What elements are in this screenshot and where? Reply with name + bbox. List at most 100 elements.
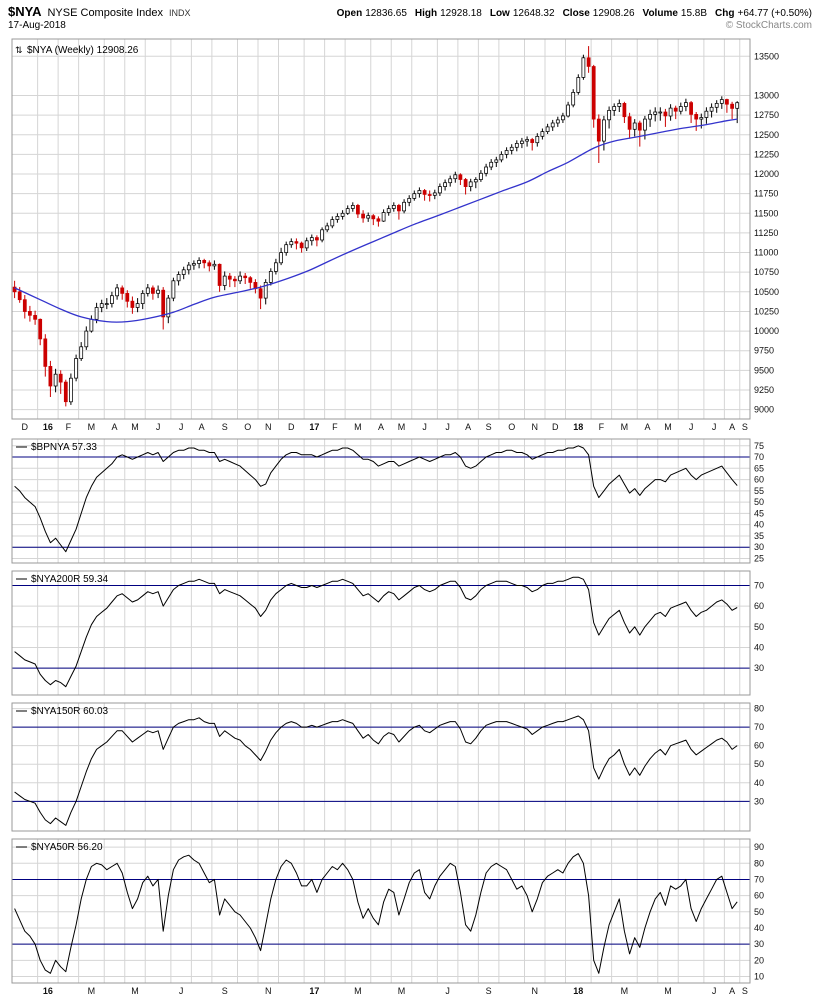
svg-text:F: F bbox=[66, 422, 72, 432]
header-date-row: 17-Aug-2018 © StockCharts.com bbox=[8, 20, 812, 31]
svg-text:J: J bbox=[156, 422, 161, 432]
svg-text:M: M bbox=[398, 986, 406, 996]
svg-text:D: D bbox=[288, 422, 295, 432]
svg-text:F: F bbox=[599, 422, 605, 432]
svg-text:M: M bbox=[131, 986, 139, 996]
svg-text:M: M bbox=[354, 422, 362, 432]
svg-text:12750: 12750 bbox=[754, 110, 779, 120]
svg-text:M: M bbox=[131, 422, 139, 432]
svg-text:A: A bbox=[644, 422, 650, 432]
svg-text:65: 65 bbox=[754, 463, 764, 473]
svg-text:M: M bbox=[621, 986, 629, 996]
svg-text:S: S bbox=[742, 986, 748, 996]
svg-text:16: 16 bbox=[43, 422, 53, 432]
svg-text:D: D bbox=[22, 422, 29, 432]
svg-text:A: A bbox=[729, 986, 735, 996]
quote-value: +64.77 (+0.50%) bbox=[737, 8, 813, 19]
svg-text:70: 70 bbox=[754, 452, 764, 462]
quote-label: Open bbox=[336, 8, 363, 19]
legend-label: $NYA (Weekly) 12908.26 bbox=[27, 45, 139, 56]
legend-label: $NYA200R 59.34 bbox=[31, 574, 109, 585]
svg-text:M: M bbox=[354, 986, 362, 996]
svg-text:18: 18 bbox=[573, 986, 583, 996]
svg-text:17: 17 bbox=[309, 422, 319, 432]
svg-text:35: 35 bbox=[754, 531, 764, 541]
svg-text:80: 80 bbox=[754, 704, 764, 714]
legend-label: $NYA50R 56.20 bbox=[31, 842, 103, 853]
svg-text:12000: 12000 bbox=[754, 169, 779, 179]
svg-text:J: J bbox=[445, 422, 450, 432]
svg-text:50: 50 bbox=[754, 622, 764, 632]
index-name: NYSE Composite Index bbox=[47, 7, 164, 19]
svg-text:70: 70 bbox=[754, 874, 764, 884]
svg-text:M: M bbox=[88, 986, 96, 996]
svg-text:30: 30 bbox=[754, 939, 764, 949]
symbol: $NYA bbox=[8, 4, 42, 19]
svg-text:12500: 12500 bbox=[754, 130, 779, 140]
svg-text:40: 40 bbox=[754, 520, 764, 530]
quote-value: 12648.32 bbox=[512, 8, 555, 19]
svg-text:70: 70 bbox=[754, 580, 764, 590]
svg-text:60: 60 bbox=[754, 475, 764, 485]
indicator-line bbox=[14, 445, 738, 553]
svg-text:30: 30 bbox=[754, 796, 764, 806]
svg-text:M: M bbox=[621, 422, 629, 432]
exchange-label: INDX bbox=[169, 8, 191, 18]
svg-text:S: S bbox=[222, 986, 228, 996]
svg-text:J: J bbox=[445, 986, 450, 996]
svg-text:20: 20 bbox=[754, 955, 764, 965]
svg-text:A: A bbox=[378, 422, 384, 432]
svg-text:J: J bbox=[179, 986, 184, 996]
indicator-line bbox=[14, 576, 738, 688]
quote-label: Close bbox=[562, 8, 590, 19]
svg-text:D: D bbox=[552, 422, 559, 432]
svg-text:9500: 9500 bbox=[754, 365, 774, 375]
svg-text:40: 40 bbox=[754, 778, 764, 788]
svg-text:75: 75 bbox=[754, 441, 764, 451]
svg-text:S: S bbox=[742, 422, 748, 432]
svg-text:J: J bbox=[422, 422, 427, 432]
svg-text:18: 18 bbox=[573, 422, 583, 432]
svg-text:M: M bbox=[88, 422, 96, 432]
svg-text:17: 17 bbox=[309, 986, 319, 996]
svg-text:50: 50 bbox=[754, 907, 764, 917]
svg-text:J: J bbox=[712, 986, 717, 996]
svg-text:N: N bbox=[265, 986, 272, 996]
svg-text:10: 10 bbox=[754, 972, 764, 982]
svg-text:O: O bbox=[244, 422, 251, 432]
svg-text:60: 60 bbox=[754, 741, 764, 751]
indicator-line bbox=[14, 853, 738, 974]
svg-text:S: S bbox=[486, 422, 492, 432]
svg-text:10000: 10000 bbox=[754, 326, 779, 336]
svg-text:11500: 11500 bbox=[754, 208, 778, 218]
svg-text:30: 30 bbox=[754, 542, 764, 552]
svg-text:J: J bbox=[689, 422, 694, 432]
svg-text:80: 80 bbox=[754, 858, 764, 868]
header-title-row: $NYA NYSE Composite Index INDX Open 12836… bbox=[8, 4, 812, 19]
svg-text:N: N bbox=[532, 986, 539, 996]
svg-text:90: 90 bbox=[754, 842, 764, 852]
svg-text:11750: 11750 bbox=[754, 189, 778, 199]
quote-value: 12908.26 bbox=[592, 8, 635, 19]
svg-text:A: A bbox=[199, 422, 205, 432]
svg-text:9750: 9750 bbox=[754, 346, 774, 356]
svg-text:10750: 10750 bbox=[754, 267, 779, 277]
chart-date: 17-Aug-2018 bbox=[8, 20, 66, 31]
svg-text:40: 40 bbox=[754, 923, 764, 933]
legend-label: $NYA150R 60.03 bbox=[31, 706, 109, 717]
svg-text:55: 55 bbox=[754, 486, 764, 496]
svg-text:13000: 13000 bbox=[754, 91, 779, 101]
svg-text:40: 40 bbox=[754, 642, 764, 652]
quote-summary: Open 12836.65 High 12928.18 Low 12648.32 Close… bbox=[329, 8, 812, 19]
svg-text:50: 50 bbox=[754, 497, 764, 507]
svg-text:F: F bbox=[332, 422, 338, 432]
quote-label: High bbox=[414, 8, 438, 19]
moving-average-line bbox=[14, 118, 738, 323]
svg-text:10500: 10500 bbox=[754, 287, 779, 297]
svg-text:11000: 11000 bbox=[754, 248, 778, 258]
svg-text:45: 45 bbox=[754, 508, 764, 518]
svg-text:60: 60 bbox=[754, 601, 764, 611]
svg-text:A: A bbox=[729, 422, 735, 432]
